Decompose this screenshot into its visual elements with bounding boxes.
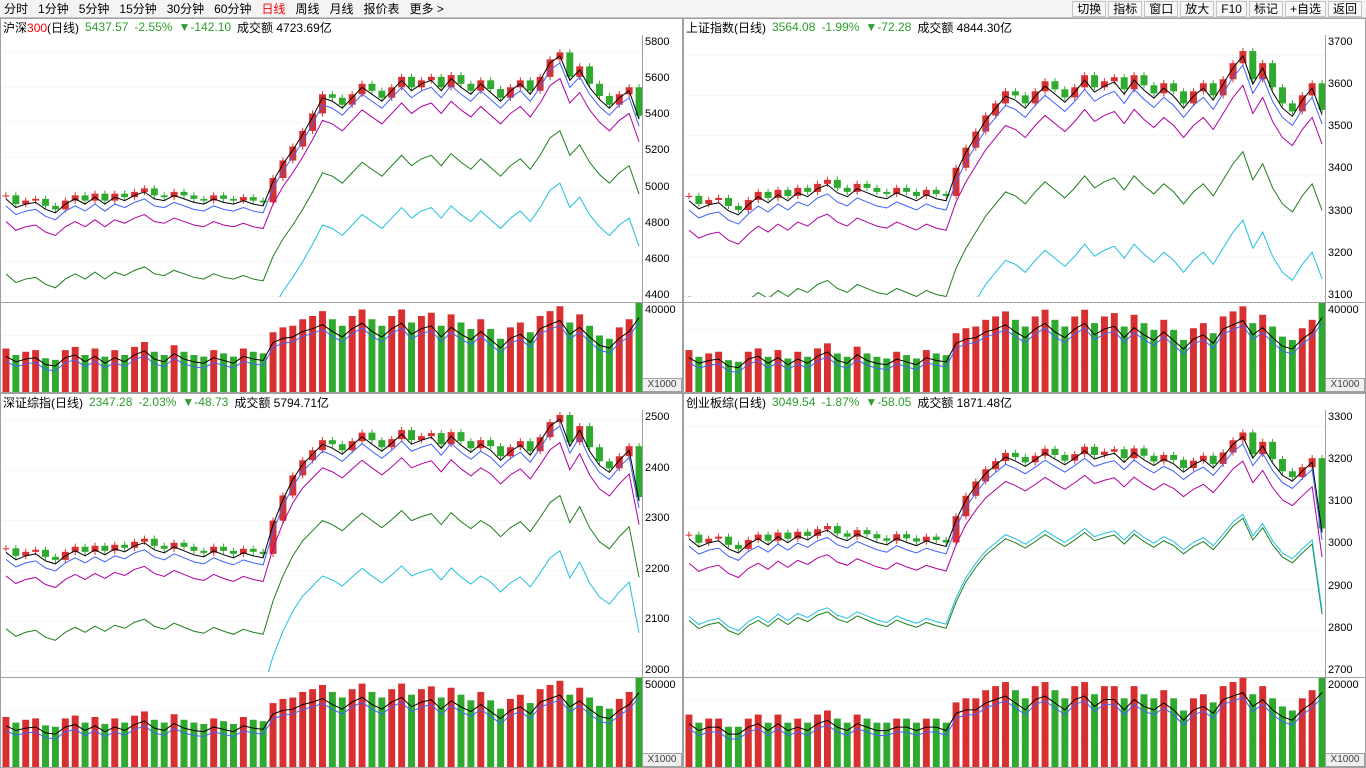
index-change-abs: ▼-48.73	[182, 395, 228, 409]
toolbar-btn-1[interactable]: 指标	[1108, 1, 1142, 17]
price-yaxis: 58005600540052005000480046004400	[642, 35, 682, 302]
index-name: 沪深300(日线)	[3, 19, 79, 36]
index-change-abs: ▼-142.10	[178, 20, 231, 34]
price-yaxis: 250024002300220021002000	[642, 410, 682, 677]
candlestick-chart[interactable]: 58005600540052005000480046004400	[1, 35, 682, 303]
index-change-pct: -2.03%	[138, 395, 176, 409]
x1000-label: X1000	[1325, 378, 1365, 392]
timeframe-8[interactable]: 月线	[330, 0, 354, 17]
price-yaxis: 3700360035003400330032003100	[1325, 35, 1365, 302]
candlestick-chart[interactable]: 250024002300220021002000	[1, 410, 682, 678]
volume-chart[interactable]: 4000020000X1000	[684, 303, 1365, 392]
index-change-pct: -2.55%	[134, 20, 172, 34]
timeframe-7[interactable]: 周线	[295, 0, 319, 17]
price-yaxis: 3300320031003000290028002700	[1325, 410, 1365, 677]
toolbar-btn-0[interactable]: 切换	[1072, 1, 1106, 17]
toolbar-btn-4[interactable]: F10	[1216, 1, 1247, 17]
toolbar-btn-2[interactable]: 窗口	[1144, 1, 1178, 17]
timeframe-1[interactable]: 1分钟	[38, 0, 69, 17]
toolbar-btn-7[interactable]: 返回	[1328, 1, 1362, 17]
timeframe-9[interactable]: 报价表	[364, 0, 400, 17]
index-volume: 成交额 4723.69亿	[237, 19, 332, 36]
index-volume: 成交额 4844.30亿	[917, 19, 1012, 36]
timeframe-5[interactable]: 60分钟	[214, 0, 251, 17]
x1000-label: X1000	[642, 753, 682, 767]
x1000-label: X1000	[642, 378, 682, 392]
x1000-label: X1000	[1325, 753, 1365, 767]
timeframe-0[interactable]: 分时	[4, 0, 28, 17]
panel-2: 深证综指(日线) 2347.28 -2.03% ▼-48.73 成交额 5794.71亿…	[0, 393, 683, 768]
index-price: 3564.08	[772, 20, 815, 34]
panel-header-0: 沪深300(日线) 5437.57 -2.55% ▼-142.10 成交额 4723.6…	[1, 19, 682, 35]
timeframe-4[interactable]: 30分钟	[167, 0, 204, 17]
panel-1: 上证指数(日线) 3564.08 -1.99% ▼-72.28 成交额 4844.30亿…	[683, 18, 1366, 393]
index-name: 创业板综(日线)	[686, 394, 766, 411]
panel-3: 创业板综(日线) 3049.54 -1.87% ▼-58.05 成交额 1871.48亿…	[683, 393, 1366, 768]
timeframe-6[interactable]: 日线	[261, 0, 285, 17]
index-change-abs: ▼-72.28	[865, 20, 911, 34]
index-change-pct: -1.87%	[821, 395, 859, 409]
timeframe-tabs: 分时 1分钟 5分钟 15分钟 30分钟 60分钟日线周线月线报价表更多 >	[4, 0, 444, 17]
index-change-pct: -1.99%	[821, 20, 859, 34]
index-name: 深证综指(日线)	[3, 394, 83, 411]
toolbar-btn-5[interactable]: 标记	[1249, 1, 1283, 17]
timeframe-3[interactable]: 15分钟	[119, 0, 156, 17]
volume-chart[interactable]: 2000010000X1000	[684, 678, 1365, 767]
timeframe-10[interactable]: 更多 >	[410, 0, 444, 17]
index-price: 5437.57	[85, 20, 128, 34]
index-name: 上证指数(日线)	[686, 19, 766, 36]
volume-chart[interactable]: 4000020000X1000	[1, 303, 682, 392]
candlestick-chart[interactable]: 3700360035003400330032003100	[684, 35, 1365, 303]
panel-header-3: 创业板综(日线) 3049.54 -1.87% ▼-58.05 成交额 1871.48亿	[684, 394, 1365, 410]
index-price: 3049.54	[772, 395, 815, 409]
timeframe-2[interactable]: 5分钟	[79, 0, 110, 17]
index-volume: 成交额 5794.71亿	[234, 394, 329, 411]
chart-grid: 沪深300(日线) 5437.57 -2.55% ▼-142.10 成交额 4723.6…	[0, 18, 1366, 768]
toolbar-btn-6[interactable]: +自选	[1285, 1, 1326, 17]
top-toolbar: 分时 1分钟 5分钟 15分钟 30分钟 60分钟日线周线月线报价表更多 > 切换指标窗口…	[0, 0, 1366, 18]
index-change-abs: ▼-58.05	[865, 395, 911, 409]
panel-0: 沪深300(日线) 5437.57 -2.55% ▼-142.10 成交额 4723.6…	[0, 18, 683, 393]
panel-header-2: 深证综指(日线) 2347.28 -2.03% ▼-48.73 成交额 5794.71亿	[1, 394, 682, 410]
toolbar-btn-3[interactable]: 放大	[1180, 1, 1214, 17]
candlestick-chart[interactable]: 3300320031003000290028002700	[684, 410, 1365, 678]
index-price: 2347.28	[89, 395, 132, 409]
toolbar-buttons: 切换指标窗口放大F10标记+自选返回	[1072, 1, 1362, 17]
index-volume: 成交额 1871.48亿	[917, 394, 1012, 411]
panel-header-1: 上证指数(日线) 3564.08 -1.99% ▼-72.28 成交额 4844.30亿	[684, 19, 1365, 35]
volume-chart[interactable]: 50000X1000	[1, 678, 682, 767]
